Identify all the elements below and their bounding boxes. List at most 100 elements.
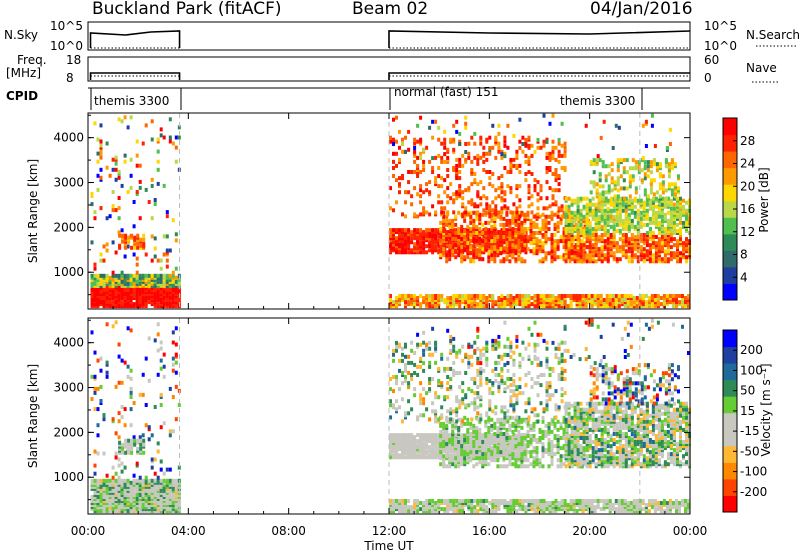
- heatmap-cell: [623, 186, 626, 190]
- heatmap-cell: [628, 225, 631, 229]
- heatmap-cell: [148, 274, 151, 278]
- heatmap-cell: [448, 257, 451, 261]
- heatmap-cell: [607, 247, 610, 251]
- heatmap-cell: [636, 296, 639, 300]
- heatmap-cell: [570, 499, 573, 503]
- heatmap-cell: [443, 507, 446, 511]
- heatmap-cell: [618, 507, 621, 511]
- heatmap-cell: [649, 243, 652, 247]
- heatmap-cell: [605, 178, 608, 182]
- heatmap-cell: [97, 160, 100, 164]
- heatmap-cell: [497, 150, 500, 154]
- heatmap-cell: [470, 294, 473, 298]
- heatmap-cell: [660, 501, 663, 505]
- heatmap-cell: [518, 184, 521, 188]
- heatmap-cell: [676, 251, 679, 255]
- heatmap-cell: [677, 174, 680, 178]
- heatmap-cell: [163, 274, 166, 278]
- heatmap-cell: [593, 180, 596, 184]
- heatmap-cell: [175, 417, 178, 421]
- heatmap-cell: [112, 240, 115, 244]
- heatmap-cell: [595, 211, 598, 215]
- heatmap-cell: [136, 439, 139, 443]
- heatmap-cell: [651, 304, 654, 308]
- heatmap-cell: [91, 495, 94, 499]
- heatmap-cell: [481, 257, 484, 261]
- heatmap-cell: [139, 180, 142, 184]
- heatmap-cell: [451, 253, 454, 257]
- heatmap-cell: [675, 298, 678, 302]
- heatmap-cell: [655, 205, 658, 209]
- heatmap-cell: [661, 219, 664, 223]
- heatmap-cell: [664, 213, 667, 217]
- heatmap-cell: [112, 208, 115, 212]
- heatmap-cell: [551, 249, 554, 253]
- heatmap-cell: [500, 206, 503, 210]
- heatmap-cell: [684, 507, 687, 511]
- heatmap-cell: [595, 237, 598, 241]
- heatmap-cell: [479, 294, 482, 298]
- heatmap-cell: [431, 204, 434, 208]
- heatmap-cell: [169, 140, 172, 144]
- heatmap-cell: [94, 375, 97, 379]
- heatmap-cell: [539, 227, 542, 231]
- heatmap-cell: [115, 251, 118, 255]
- heatmap-cell: [548, 215, 551, 219]
- heatmap-cell: [645, 144, 648, 148]
- freq-trace-1: [91, 73, 180, 80]
- heatmap-cell: [106, 142, 109, 146]
- heatmap-cell: [466, 241, 469, 245]
- heatmap-cell: [100, 357, 103, 361]
- heatmap-cell: [482, 152, 485, 156]
- heatmap-cell: [118, 419, 121, 423]
- heatmap-cell: [646, 231, 649, 235]
- heatmap-cell: [470, 136, 473, 140]
- heatmap-cell: [580, 197, 583, 201]
- heatmap-cell: [543, 206, 546, 210]
- heatmap-cell: [644, 160, 647, 164]
- heatmap-cell: [431, 433, 434, 437]
- heatmap-cell: [142, 242, 145, 246]
- heatmap-cell: [100, 280, 103, 284]
- heatmap-cell: [425, 507, 428, 511]
- heatmap-cell: [667, 249, 670, 253]
- heatmap-cell: [515, 194, 518, 198]
- heatmap-cell: [94, 464, 97, 468]
- heatmap-cell: [112, 466, 115, 470]
- heatmap-cell: [434, 176, 437, 180]
- heatmap-cell: [473, 178, 476, 182]
- heatmap-cell: [476, 162, 479, 166]
- heatmap-cell: [458, 188, 461, 192]
- heatmap-cell: [639, 503, 642, 507]
- heatmap-cell: [652, 231, 655, 235]
- heatmap-cell: [130, 246, 133, 250]
- heatmap-cell: [509, 158, 512, 162]
- heatmap-cell: [637, 235, 640, 239]
- heatmap-cell: [460, 253, 463, 257]
- heatmap-cell: [485, 158, 488, 162]
- heatmap-cell: [487, 259, 490, 263]
- heatmap-cell: [398, 499, 401, 503]
- heatmap-cell: [434, 244, 437, 248]
- heatmap-cell: [454, 249, 457, 253]
- heatmap-cell: [410, 202, 413, 206]
- heatmap-cell: [666, 505, 669, 509]
- heatmap-cell: [617, 158, 620, 162]
- heatmap-cell: [583, 197, 586, 201]
- heatmap-cell: [605, 190, 608, 194]
- heatmap-cell: [434, 210, 437, 214]
- heatmap-cell: [557, 221, 560, 225]
- heatmap-cell: [503, 136, 506, 140]
- heatmap-cell: [94, 450, 97, 454]
- heatmap-cell: [517, 235, 520, 239]
- heatmap-cell: [458, 176, 461, 180]
- heatmap-cell: [130, 443, 133, 447]
- heatmap-cell: [470, 499, 473, 503]
- nave-label: Nave: [746, 61, 777, 75]
- heatmap-cell: [452, 503, 455, 507]
- heatmap-cell: [475, 255, 478, 259]
- heatmap-cell: [561, 144, 564, 148]
- heatmap-cell: [534, 294, 537, 298]
- heatmap-cell: [97, 188, 100, 192]
- heatmap-cell: [521, 294, 524, 298]
